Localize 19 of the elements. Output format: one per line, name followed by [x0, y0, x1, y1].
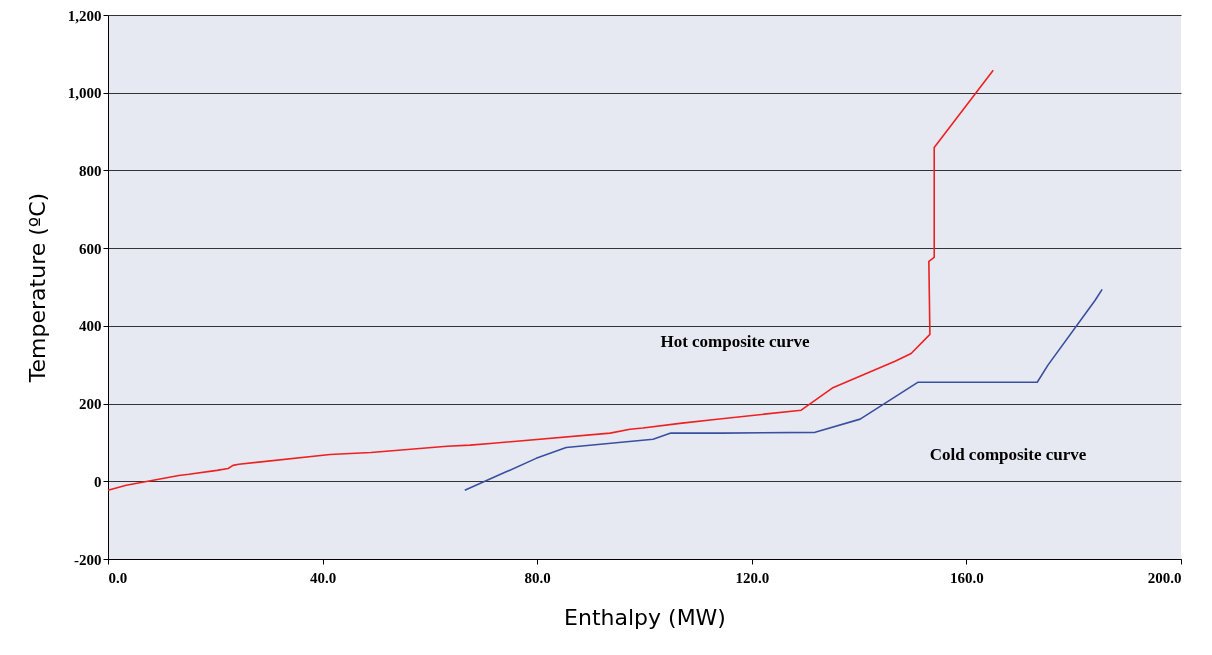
annotation: Cold composite curve: [929, 445, 1087, 464]
x-tick-label: 200.0: [1147, 569, 1182, 586]
x-tick-label: 0.0: [108, 569, 128, 586]
x-tick-label: 120.0: [735, 569, 770, 586]
y-tick-label: 400: [79, 318, 102, 335]
annotation: Hot composite curve: [660, 332, 811, 351]
x-axis-title: Enthalpy (MW): [564, 604, 726, 630]
y-axis-title: Temperature (ºC): [24, 192, 50, 384]
y-tick-label: 1,200: [67, 7, 102, 24]
y-tick-label: 600: [79, 240, 102, 257]
x-tick-label: 40.0: [309, 569, 337, 586]
y-tick-label: -200: [74, 551, 102, 568]
y-tick-label: 1,000: [67, 85, 102, 102]
y-tick-label: 200: [79, 396, 102, 413]
y-tick-label: 800: [79, 162, 102, 179]
y-tick-label: 0: [94, 473, 102, 490]
line-series: [463, 288, 1103, 492]
x-tick-label: 160.0: [950, 569, 984, 586]
x-tick-label: 80.0: [524, 569, 551, 586]
